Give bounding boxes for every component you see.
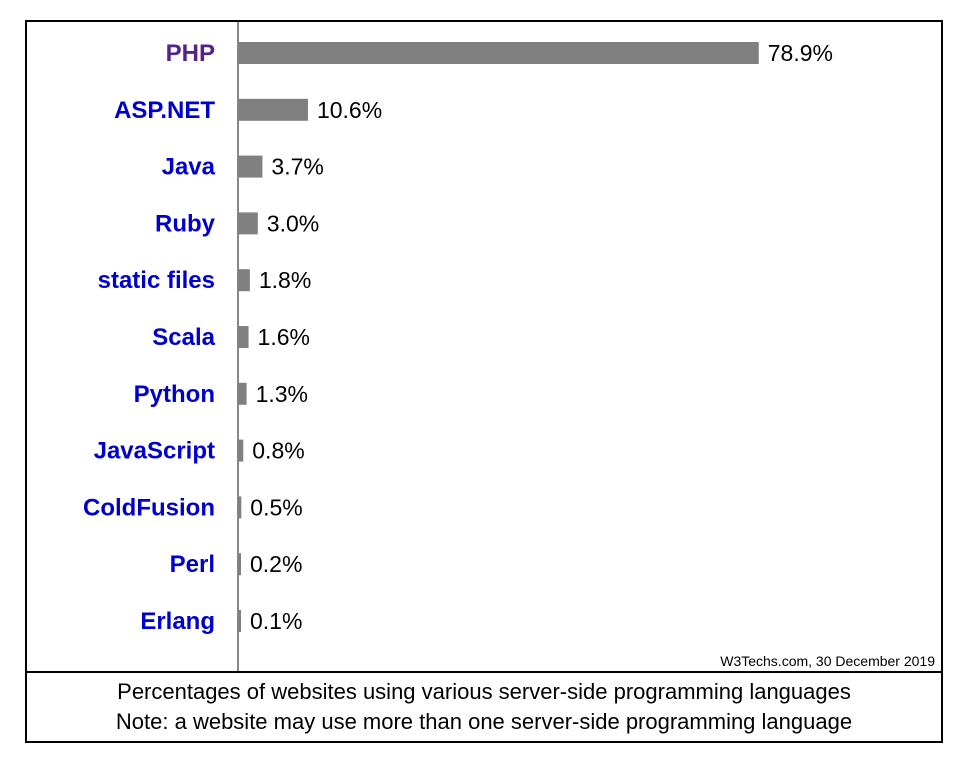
category-label-asp-net[interactable]: ASP.NET [114,97,215,124]
value-label-php: 78.9% [768,40,833,66]
category-label-erlang[interactable]: Erlang [140,608,215,635]
bar-coldfusion [238,496,242,519]
value-label-static-files: 1.8% [259,267,311,293]
category-label-python[interactable]: Python [134,381,215,408]
chart-caption: Percentages of websites using various se… [27,671,941,741]
category-label-ruby[interactable]: Ruby [155,210,216,237]
category-label-php[interactable]: PHP [166,40,215,67]
bar-static-files [238,269,250,292]
value-label-erlang: 0.1% [250,608,302,634]
category-label-scala[interactable]: Scala [152,324,215,351]
category-label-java[interactable]: Java [162,154,216,181]
bar-python [238,382,247,405]
value-label-java: 3.7% [271,154,323,180]
category-label-static-files[interactable]: static files [98,267,215,294]
caption-line-1: Percentages of websites using various se… [117,679,851,704]
bar-perl [238,553,241,576]
bar-java [238,155,263,178]
bar-javascript [238,439,244,462]
bar-ruby [238,212,258,235]
category-label-javascript[interactable]: JavaScript [94,438,215,465]
bar-scala [238,326,249,348]
bar-chart: PHP 78.9% ASP.NET 10.6% Java 3.7% Ruby 3.0% stat… [83,22,833,671]
source-note: W3Techs.com, 30 December 2019 [720,653,935,669]
chart-frame: PHP 78.9% ASP.NET 10.6% Java 3.7% Ruby 3.0% stat… [25,20,943,743]
caption-line-2: Note: a website may use more than one se… [115,709,853,734]
value-label-perl: 0.2% [250,551,302,577]
plot-area: PHP 78.9% ASP.NET 10.6% Java 3.7% Ruby 3.0% stat… [27,22,941,671]
value-label-javascript: 0.8% [252,438,304,464]
value-label-scala: 1.6% [258,324,310,350]
value-label-coldfusion: 0.5% [250,494,302,520]
bar-asp-net [238,98,308,121]
category-label-coldfusion[interactable]: ColdFusion [83,494,215,521]
category-label-perl[interactable]: Perl [170,551,215,578]
value-label-asp-net: 10.6% [317,97,382,123]
value-label-python: 1.3% [256,381,308,407]
bar-php [238,42,759,64]
bar-erlang [238,610,241,632]
value-label-ruby: 3.0% [267,210,319,236]
